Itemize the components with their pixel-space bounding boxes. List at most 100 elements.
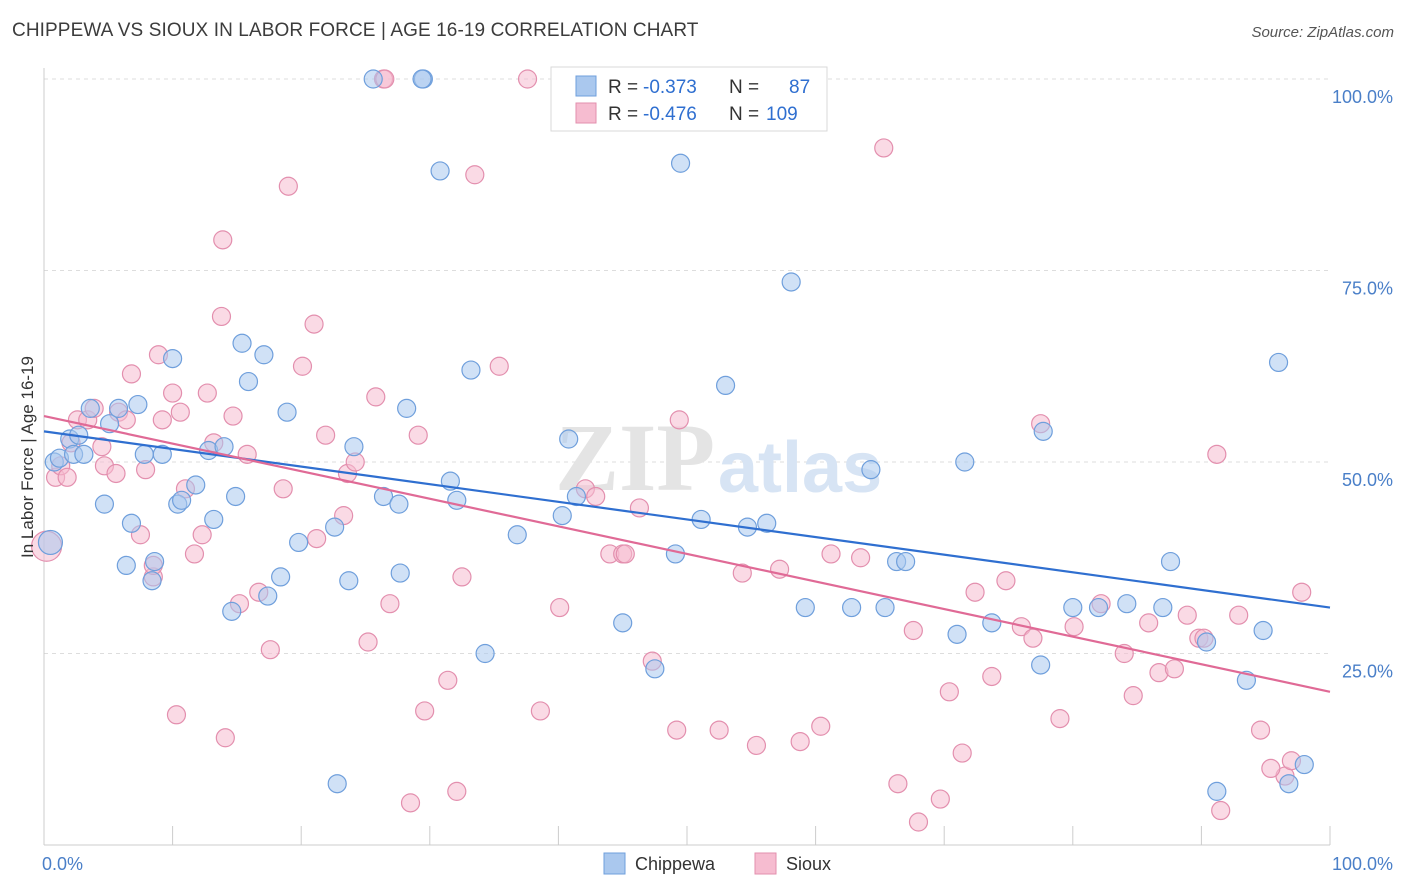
chippewa-point: [134, 444, 154, 464]
chippewa-point: [461, 360, 481, 380]
sioux-point: [213, 230, 233, 250]
chippewa-point: [795, 597, 815, 618]
chippewa-point: [397, 398, 417, 418]
sioux-point: [1292, 582, 1312, 602]
x-tick-labels: 0.0% 100.0%: [42, 854, 1393, 874]
chippewa-point: [254, 345, 274, 365]
chippewa-point: [258, 586, 278, 606]
chippewa-point: [947, 624, 967, 644]
legend: Chippewa Sioux: [603, 852, 831, 875]
chippewa-point: [327, 774, 347, 794]
chippewa-point: [1088, 597, 1109, 618]
sioux-point: [615, 544, 635, 564]
stats-n-value-sioux: 109: [766, 104, 798, 125]
y-axis-label: In Labor Force | Age 16-19: [18, 356, 37, 558]
sioux-point: [358, 632, 378, 652]
sioux-point: [939, 682, 959, 702]
chippewa-point: [1279, 774, 1299, 794]
sioux-point: [163, 383, 183, 403]
stats-r-value-sioux: -0.476: [643, 104, 697, 125]
sioux-point: [952, 743, 972, 763]
sioux-point: [821, 544, 841, 564]
sioux-point: [307, 528, 327, 549]
y-tick-label: 100.0%: [1332, 87, 1393, 107]
sioux-point: [790, 731, 810, 752]
stats-r-value-chippewa: -0.373: [643, 77, 697, 98]
sioux-point: [586, 486, 606, 507]
sioux-point: [874, 138, 894, 158]
sioux-point: [170, 402, 190, 422]
sioux-point: [1211, 800, 1231, 821]
x-tick-label: 0.0%: [42, 854, 83, 874]
sioux-point: [1064, 617, 1084, 637]
sioux-point: [965, 582, 985, 602]
stats-swatch-chippewa: [575, 75, 597, 97]
sioux-point: [192, 525, 212, 545]
chippewa-point: [1063, 597, 1083, 618]
sioux-point: [380, 594, 400, 614]
chippewa-point: [757, 513, 777, 533]
chippewa-point: [232, 333, 252, 353]
sioux-point: [982, 666, 1002, 687]
chippewa-point: [1031, 655, 1051, 675]
sioux-point: [1261, 758, 1281, 779]
legend-swatch-sioux: [754, 852, 777, 875]
chippewa-point: [1253, 620, 1273, 641]
legend-label-chippewa: Chippewa: [635, 854, 716, 874]
sioux-point: [57, 467, 77, 487]
chippewa-point: [163, 348, 183, 369]
sioux-point: [908, 812, 929, 832]
sioux-point: [292, 356, 313, 376]
sioux-point: [273, 479, 293, 499]
chippewa-point: [389, 494, 409, 514]
chippewa-point: [475, 643, 495, 664]
stats-n-label-chippewa: N =: [729, 77, 759, 98]
chippewa-point: [875, 597, 895, 618]
chippewa-point: [665, 544, 686, 564]
chippewa-point: [613, 613, 633, 633]
chippewa-point: [172, 490, 192, 510]
sioux-point: [1250, 720, 1271, 740]
chippewa-point: [1117, 594, 1137, 614]
sioux-point: [709, 720, 729, 740]
chippewa-point: [325, 517, 345, 537]
chippewa-trend-line: [43, 430, 1331, 609]
stats-r-label-chippewa: R =: [608, 77, 638, 98]
sioux-trend-line: [43, 414, 1331, 693]
sioux-point: [166, 705, 187, 725]
chippewa-point: [507, 525, 527, 545]
chippewa-point: [289, 532, 309, 553]
chippewa-point: [74, 444, 94, 464]
sioux-point: [304, 314, 324, 334]
sioux-point: [530, 701, 550, 721]
axes: [43, 68, 1331, 846]
sioux-point: [550, 597, 570, 618]
chippewa-point: [1033, 421, 1053, 441]
chippewa-point: [344, 437, 364, 457]
chippewa-point: [982, 613, 1002, 633]
chippewa-point: [896, 551, 916, 572]
sioux-point: [260, 640, 280, 660]
sioux-point: [215, 728, 235, 748]
sioux-point: [811, 716, 831, 736]
chippewa-point: [116, 555, 136, 576]
chippewa-point: [552, 506, 572, 526]
chippewa-point: [1207, 781, 1227, 801]
chippewa-point: [144, 551, 165, 572]
sioux-point: [465, 165, 485, 185]
sioux-point: [452, 567, 472, 587]
sioux-point: [888, 774, 908, 794]
chippewa-point: [670, 153, 691, 173]
chippewa-point: [559, 429, 579, 449]
sioux-point: [106, 463, 126, 484]
chippewa-point: [781, 272, 801, 292]
sioux-point: [669, 410, 689, 430]
chart-title: CHIPPEWA VS SIOUX IN LABOR FORCE | AGE 1…: [12, 20, 699, 41]
sioux-point: [408, 425, 428, 445]
chippewa-point: [271, 567, 291, 587]
sioux-point: [211, 306, 232, 327]
chippewa-point: [128, 394, 148, 415]
chippewa-point: [412, 69, 432, 89]
chippewa-point: [1268, 352, 1289, 373]
chippewa-point: [373, 486, 394, 507]
